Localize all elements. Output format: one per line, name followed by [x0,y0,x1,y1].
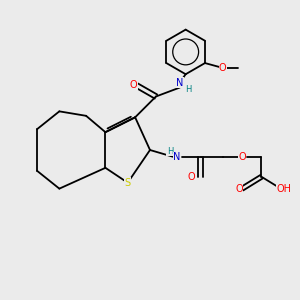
Text: O: O [236,184,243,194]
Text: H: H [185,85,191,94]
Text: N: N [173,152,180,162]
Text: N: N [176,77,183,88]
Text: H: H [167,147,173,156]
Text: S: S [124,178,131,188]
Text: O: O [130,80,137,90]
Text: O: O [188,172,195,182]
Text: O: O [219,62,226,73]
Text: O: O [238,152,246,162]
Text: OH: OH [277,184,292,194]
